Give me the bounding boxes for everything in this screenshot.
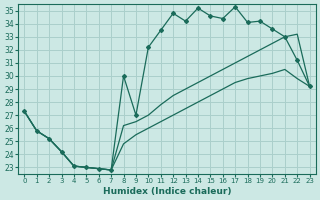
X-axis label: Humidex (Indice chaleur): Humidex (Indice chaleur)	[103, 187, 231, 196]
